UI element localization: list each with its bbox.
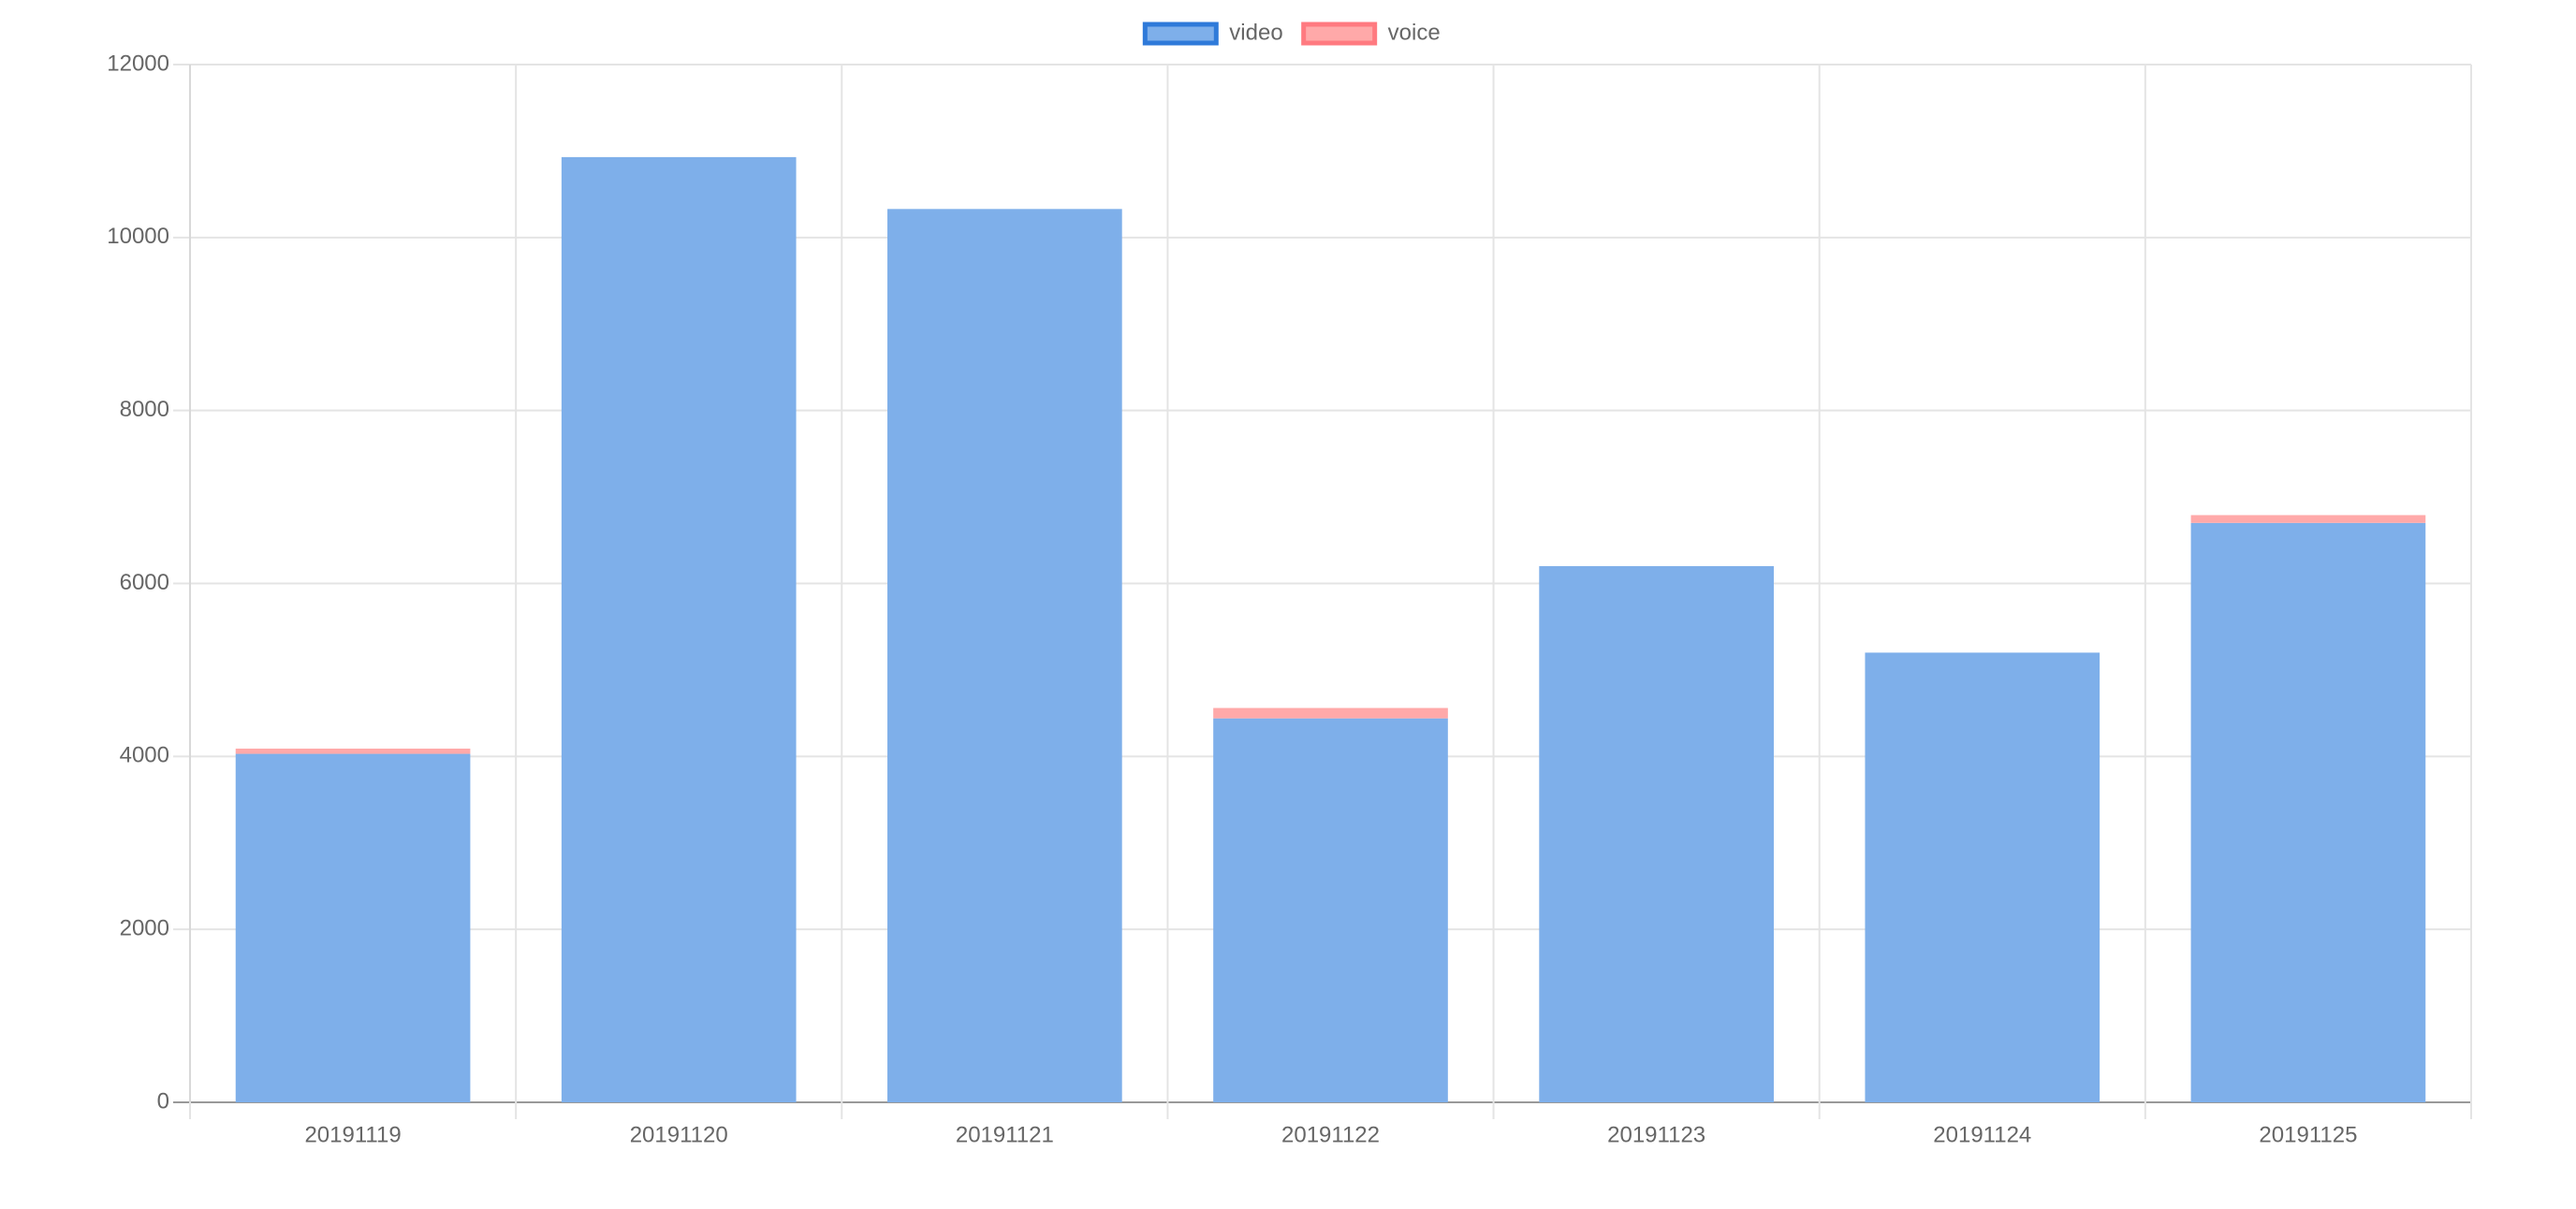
y-tick-label: 10000 <box>107 224 169 249</box>
axis-layer: 0 2000 4000 6000 8000 10000 12000 20191119 20191… <box>107 51 2357 1147</box>
legend-swatch <box>1301 22 1378 46</box>
bar-voice[interactable] <box>2190 515 2426 523</box>
bar-video[interactable] <box>1539 566 1774 1102</box>
legend-item-video[interactable]: video <box>1142 20 1283 46</box>
x-tick-label: 20191122 <box>1281 1122 1380 1147</box>
legend-swatch <box>1142 22 1219 46</box>
x-tick-label: 20191124 <box>1933 1122 2031 1147</box>
bar-voice[interactable] <box>1213 707 1448 719</box>
y-tick-label: 2000 <box>120 916 169 941</box>
x-tick-label: 20191125 <box>2259 1122 2357 1147</box>
bar-video[interactable] <box>887 209 1122 1103</box>
bars-layer <box>235 156 2426 1103</box>
bar-video[interactable] <box>235 753 471 1102</box>
bar-video[interactable] <box>1213 718 1448 1102</box>
y-tick-label: 8000 <box>120 397 169 422</box>
x-tick-label: 20191121 <box>956 1122 1054 1147</box>
legend[interactable]: video voice <box>1142 20 1441 46</box>
legend-label: video <box>1229 20 1282 45</box>
bar-video[interactable] <box>1865 652 2100 1102</box>
bar-voice[interactable] <box>235 749 471 754</box>
y-tick-label: 12000 <box>107 51 169 76</box>
y-tick-label: 0 <box>157 1088 169 1114</box>
y-tick-label: 6000 <box>120 570 169 595</box>
x-tick-label: 20191123 <box>1607 1122 1705 1147</box>
y-tick-label: 4000 <box>120 743 169 768</box>
bar-video[interactable] <box>561 156 797 1102</box>
bar-video[interactable] <box>2190 522 2426 1102</box>
grid-layer <box>173 64 2472 1119</box>
legend-label: voice <box>1388 20 1441 45</box>
legend-item-voice[interactable]: voice <box>1301 20 1441 46</box>
x-tick-label: 20191119 <box>304 1122 401 1147</box>
x-tick-label: 20191120 <box>630 1122 728 1147</box>
